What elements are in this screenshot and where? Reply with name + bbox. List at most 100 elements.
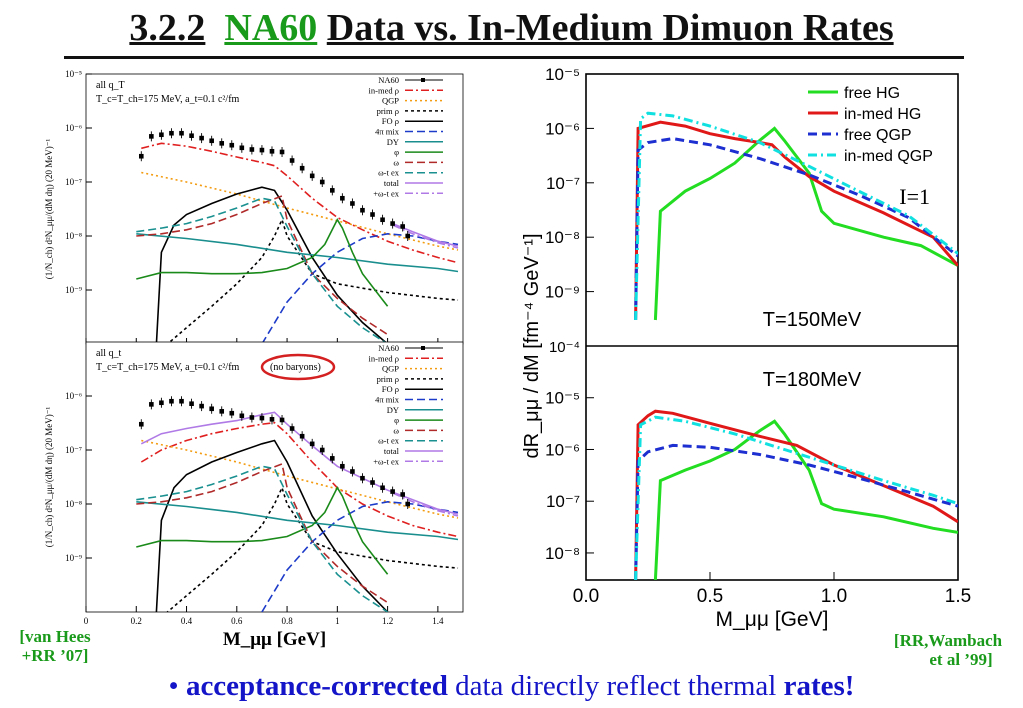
na60-data-point bbox=[149, 134, 154, 139]
y-tick-label: 10⁻⁹ bbox=[65, 553, 82, 563]
na60-data-point bbox=[199, 135, 204, 141]
na60-data-point bbox=[350, 469, 355, 474]
legend-label: 4π mix bbox=[375, 395, 400, 405]
legend-label: QGP bbox=[382, 96, 399, 106]
na60-data-point bbox=[309, 441, 315, 447]
y-tick-label: 10⁻⁸ bbox=[65, 231, 82, 241]
series-line-9 bbox=[136, 465, 389, 612]
panel-note: T_c=T_ch=175 MeV, a_t=0.1 c²/fm bbox=[96, 94, 240, 105]
legend-label: total bbox=[384, 178, 400, 188]
slide-title: 3.2.2 NA60 Data vs. In-Medium Dimuon Rat… bbox=[0, 6, 1023, 50]
legend-label: in-med QGP bbox=[844, 148, 933, 165]
na60-data-point bbox=[239, 413, 245, 419]
legend-label: in-med ρ bbox=[369, 85, 399, 95]
legend-label: ω-t ex bbox=[378, 436, 400, 446]
bottom-middle: data directly reflect thermal bbox=[455, 670, 777, 702]
legend-label: ω bbox=[393, 157, 399, 167]
plot-frame bbox=[585, 73, 959, 581]
x-tick-label: 1.5 bbox=[945, 586, 971, 607]
na60-data-point bbox=[390, 489, 395, 494]
series-line-4 bbox=[155, 439, 389, 612]
na60-data-point bbox=[370, 212, 375, 217]
chart-top-left: 10⁻⁵ 10⁻⁶ 10⁻⁷ 10⁻⁸ 10⁻⁹ (1/N_ch) d²N_μμ/(dM … bbox=[44, 69, 464, 345]
series-line-3 bbox=[166, 217, 459, 344]
y-tick-label: 10⁻⁸ bbox=[545, 544, 580, 563]
title-accent: NA60 bbox=[224, 7, 318, 49]
series-line-2 bbox=[141, 439, 459, 519]
na60-data-point bbox=[340, 463, 345, 469]
x-tick-label: 0 bbox=[84, 616, 89, 626]
y-tick-label: 10⁻⁹ bbox=[545, 283, 580, 302]
na60-data-point bbox=[319, 179, 325, 185]
na60-data-point bbox=[138, 153, 144, 159]
temperature-annotation: T=150MeV bbox=[763, 309, 862, 331]
series-line-6 bbox=[136, 501, 459, 541]
panel-note-no-baryons: (no baryons) bbox=[270, 362, 321, 373]
x-tick-label: 1 bbox=[335, 616, 340, 626]
y-axis-label: (1/N_ch) d²N_μμ/(dM dη) (20 MeV)⁻¹ bbox=[44, 138, 54, 279]
isospin-annotation: I=1 bbox=[899, 184, 930, 209]
title-number: 3.2.2 bbox=[129, 7, 206, 49]
x-tick-label: 1.4 bbox=[432, 616, 444, 626]
na60-data-point bbox=[400, 492, 405, 497]
na60-data-point bbox=[360, 207, 365, 213]
series-line-1 bbox=[141, 142, 459, 264]
y-axis-label: dR_μμ / dM [fm⁻⁴ GeV⁻¹] bbox=[521, 233, 543, 458]
legend-label: φ bbox=[394, 415, 399, 425]
chart-bottom-left: 10⁻⁶ 10⁻⁷ 10⁻⁸ 10⁻⁹ 0 0.2 0.4 0.6 0.8 1 1.2 1.4 M_μμ… bbox=[44, 341, 464, 650]
legend-label: free HG bbox=[844, 85, 900, 102]
legend-label: in-med ρ bbox=[369, 353, 399, 363]
legend-label: DY bbox=[387, 405, 399, 415]
legend-label: free QGP bbox=[844, 127, 912, 144]
legend-label: +ω-t ex bbox=[373, 188, 399, 198]
series-line-8 bbox=[136, 194, 389, 336]
na60-data-point bbox=[259, 147, 265, 153]
series-line-1 bbox=[634, 120, 958, 321]
series-line-2 bbox=[634, 137, 958, 321]
series-line-6 bbox=[136, 233, 459, 273]
curves-bottom bbox=[634, 409, 958, 580]
na60-data-point bbox=[149, 402, 154, 407]
x-tick-label: 0.8 bbox=[281, 616, 293, 626]
x-axis-label: M_μμ [GeV] bbox=[716, 608, 829, 631]
na60-data-point bbox=[390, 221, 395, 226]
na60-data-point bbox=[219, 141, 225, 146]
highlight-ellipse bbox=[260, 353, 336, 381]
legend-label: ω bbox=[393, 425, 399, 435]
na60-data-point bbox=[330, 456, 335, 461]
series-line-1 bbox=[634, 409, 958, 580]
bottom-bold-1: acceptance-corrected bbox=[185, 670, 448, 702]
title-rest: Data vs. In-Medium Dimuon Rates bbox=[326, 7, 894, 49]
x-tick-label: 0.6 bbox=[231, 616, 243, 626]
legend-label: FO ρ bbox=[382, 384, 399, 394]
na60-data-point bbox=[179, 130, 184, 136]
y-tick-label: 10⁻⁶ bbox=[545, 119, 580, 138]
na60-data-point bbox=[350, 201, 355, 206]
na60-data-point bbox=[189, 401, 194, 407]
legend-label: prim ρ bbox=[377, 374, 399, 384]
na60-data-point bbox=[360, 475, 365, 481]
legend-label: 4π mix bbox=[375, 127, 400, 137]
na60-data-point bbox=[405, 233, 411, 239]
curves bbox=[136, 142, 459, 344]
y-tick-label: 10⁻⁵ bbox=[65, 69, 82, 79]
curves bbox=[136, 411, 459, 612]
na60-data-point bbox=[380, 217, 385, 223]
ref-left: [van Hees +RR ’07] bbox=[6, 627, 104, 665]
x-tick-label: 1.0 bbox=[821, 586, 847, 607]
series-line-9 bbox=[136, 197, 389, 344]
curves-top bbox=[634, 111, 958, 321]
y-tick-label: 10⁻⁸ bbox=[65, 499, 82, 509]
panel-note: T_c=T_ch=175 MeV, a_t=0.1 c²/fm bbox=[96, 362, 240, 373]
y-tick-label: 10⁻⁶ bbox=[65, 391, 82, 401]
na60-data-point bbox=[249, 415, 255, 420]
na60-data-point bbox=[319, 447, 325, 453]
na60-data-point bbox=[289, 426, 295, 431]
plot-frame bbox=[85, 73, 464, 345]
series-line-0 bbox=[653, 126, 958, 321]
y-tick-label: 10⁻⁷ bbox=[546, 174, 580, 193]
na60-data-point bbox=[309, 173, 315, 179]
ref-right-line1: [RR,Wambach bbox=[893, 631, 1003, 650]
series-line-3 bbox=[634, 111, 958, 321]
ref-right-line2: et al ’99] bbox=[929, 650, 993, 669]
